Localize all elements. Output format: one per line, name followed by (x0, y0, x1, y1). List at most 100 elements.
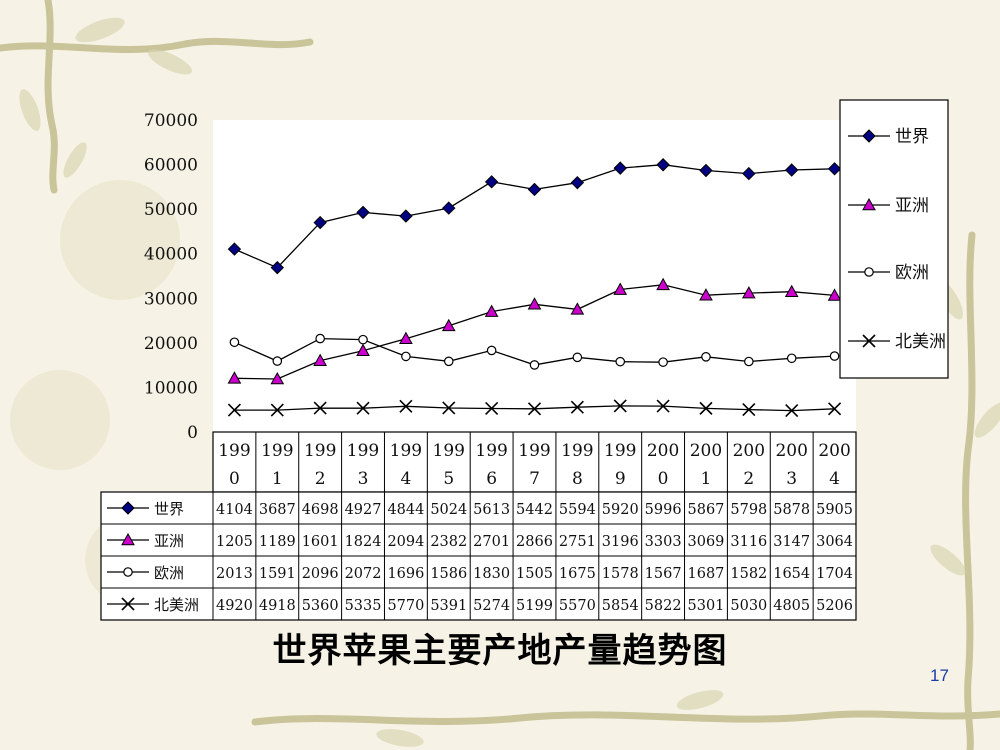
data-point (613, 282, 628, 295)
table-cell: 1586 (430, 566, 467, 582)
table-cell: 1567 (645, 566, 682, 582)
table-cell: 5822 (645, 598, 682, 614)
data-point (227, 403, 241, 417)
data-point (358, 334, 368, 345)
chart-caption: 世界苹果主要产地产量趋势图 (272, 631, 728, 671)
table-cell: 1830 (473, 566, 510, 582)
svg-text:1: 1 (701, 469, 712, 489)
svg-text:4: 4 (400, 469, 411, 489)
data-point (699, 163, 713, 178)
legend-label: 世界 (895, 127, 929, 147)
table-cell: 4698 (302, 502, 339, 518)
legend-item: 世界 (848, 127, 929, 147)
table-cell: 1824 (345, 534, 382, 550)
table-cell: 2382 (430, 534, 467, 550)
svg-text:199: 199 (518, 441, 550, 461)
table-row: 世界 4104 3687 4698 4927 4844 5024 5613 5442 5594 59… (107, 500, 853, 518)
svg-text:0: 0 (658, 469, 669, 489)
table-cell: 5274 (473, 598, 510, 614)
svg-text:199: 199 (604, 441, 636, 461)
legend-label: 欧洲 (895, 263, 929, 283)
data-point (785, 404, 799, 418)
legend-label: 亚洲 (895, 196, 929, 216)
data-point (399, 209, 413, 223)
svg-text:200: 200 (775, 441, 807, 461)
data-point (829, 351, 840, 361)
plot-area (213, 120, 856, 432)
table-cell: 1654 (773, 566, 810, 582)
data-point (442, 201, 456, 215)
table-row: 亚洲 1205 1189 1601 1824 2094 2382 2701 2866 2751 31… (107, 532, 853, 550)
series-circle (229, 333, 840, 370)
data-point (529, 360, 540, 370)
legend-item: 亚洲 (848, 196, 929, 216)
data-point (656, 158, 670, 172)
data-point (527, 297, 542, 310)
y-tick-label: 30000 (144, 289, 198, 309)
table-cell: 1578 (602, 566, 639, 582)
table-cell: 4920 (216, 598, 253, 614)
data-point (699, 401, 713, 415)
table-cell: 5905 (816, 502, 853, 518)
table-cell: 1601 (302, 534, 339, 550)
table-cell: 5878 (773, 502, 810, 518)
data-point (313, 353, 328, 366)
table-cell: 1189 (259, 534, 296, 550)
data-point (784, 163, 799, 177)
data-point (229, 337, 240, 348)
table-cell: 3196 (602, 534, 639, 550)
data-point (527, 182, 542, 197)
table-cell: 1704 (816, 566, 853, 582)
y-axis: 0 10000 20000 30000 40000 50000 60000 70000 (144, 111, 198, 443)
data-point (443, 356, 454, 367)
data-point (613, 161, 627, 175)
series-diamond (227, 158, 842, 275)
table-cell: 4844 (387, 502, 424, 518)
series-x (227, 399, 842, 418)
data-point (484, 304, 499, 317)
data-point (742, 403, 756, 417)
table-cell: 5301 (688, 598, 725, 614)
svg-text:3: 3 (358, 469, 369, 489)
table-cell: 1505 (516, 566, 553, 582)
x-tick-label: 2000 (647, 441, 679, 489)
legend-label: 北美洲 (895, 332, 946, 352)
data-point (699, 288, 713, 301)
table-cell: 5360 (302, 598, 339, 614)
table-cell: 5199 (516, 598, 553, 614)
y-tick-label: 40000 (144, 245, 198, 265)
svg-text:3: 3 (786, 469, 797, 489)
table-cell: 5570 (559, 598, 596, 614)
y-tick-label: 0 (187, 423, 198, 443)
table-cell: 5920 (602, 502, 639, 518)
data-table: 1990199119921993199419951996199719981999… (100, 431, 857, 621)
svg-text:2: 2 (315, 469, 326, 489)
table-row: 欧洲 2013 1591 2096 2072 1696 1586 1830 1505 1675 15… (107, 564, 853, 582)
table-cell: 5770 (387, 598, 424, 614)
table-cell: 3116 (730, 534, 767, 550)
data-point (784, 284, 799, 298)
data-point (442, 401, 456, 415)
table-cell: 3064 (816, 534, 853, 550)
table-cell: 2751 (559, 534, 596, 550)
table-cell: 2072 (345, 566, 382, 582)
svg-text:200: 200 (818, 441, 850, 461)
table-cell: 5335 (345, 598, 382, 614)
table-cell: 2866 (516, 534, 553, 550)
table-cell: 5613 (473, 502, 510, 518)
data-point (828, 402, 842, 416)
table-cell: 2096 (302, 566, 339, 582)
table-cell: 5391 (430, 598, 467, 614)
table-cell: 1582 (730, 566, 767, 582)
